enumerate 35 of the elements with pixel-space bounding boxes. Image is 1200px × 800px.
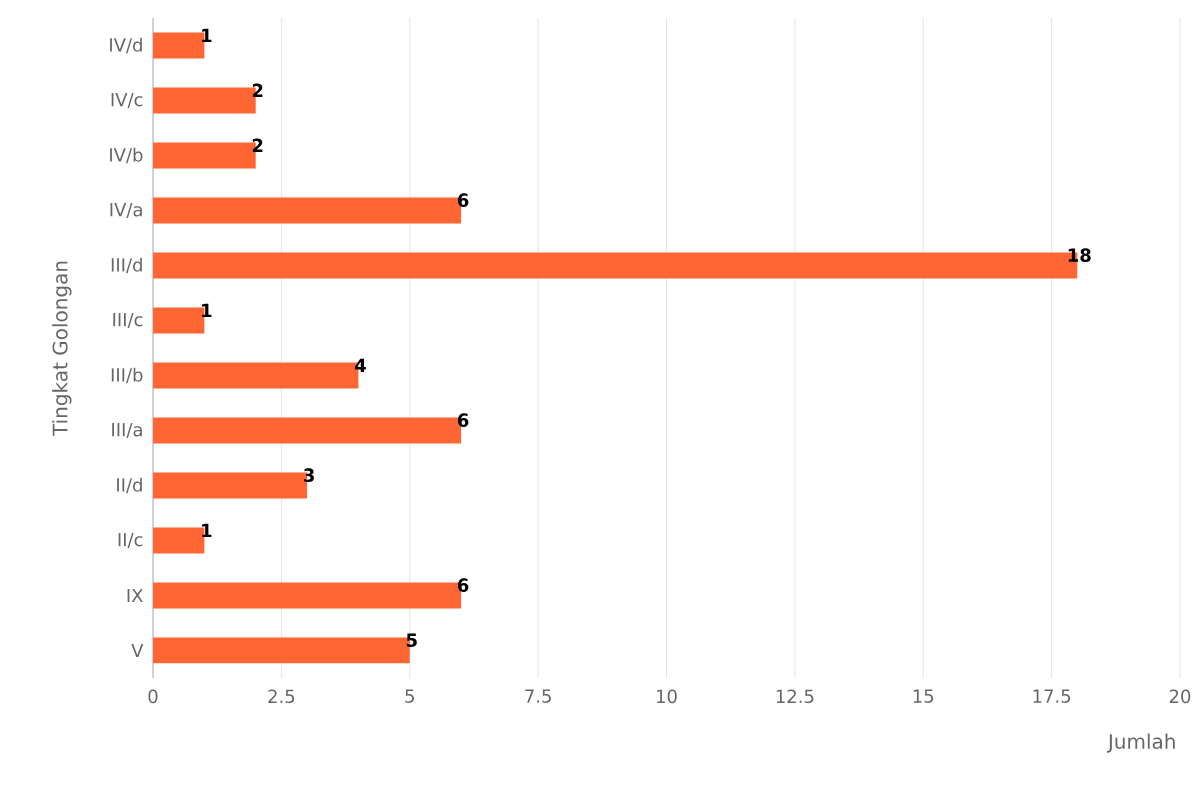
data-label: 1 (202, 303, 212, 317)
x-tick-label: 7.5 (525, 689, 551, 703)
data-label: 2 (252, 83, 263, 97)
y-tick-label: IV/d (110, 37, 142, 54)
y-tick-label: IV/b (110, 147, 143, 164)
y-tick-label: II/d (117, 477, 142, 494)
y-tick-label: V (131, 643, 144, 658)
x-tick-label: 12.5 (776, 689, 814, 704)
x-axis-title: Jumlah (1106, 733, 1175, 753)
y-tick-label: IX (127, 588, 143, 603)
x-tick-label: 0 (148, 689, 158, 704)
data-label: 2 (252, 138, 263, 152)
data-label: 6 (457, 578, 469, 592)
y-tick-label: III/c (113, 313, 143, 328)
y-tick-label: III/d (111, 257, 142, 274)
y-axis-title: Tingkat Golongan (52, 261, 72, 437)
data-label: 6 (457, 193, 469, 207)
x-tick-label: 17.5 (1033, 689, 1071, 703)
data-label: 1 (202, 523, 212, 537)
x-tick-label: 5 (405, 689, 414, 703)
x-tick-label: 10 (657, 689, 677, 704)
x-tick-label: 15 (913, 689, 934, 703)
x-tick-label: 20 (1169, 689, 1191, 704)
y-tick-label: IV/c (111, 93, 143, 108)
y-tick-label: II/c (118, 533, 143, 548)
data-label: 3 (304, 468, 314, 482)
y-tick-label: IV/a (110, 203, 142, 218)
data-label: 6 (457, 413, 469, 427)
y-tick-label: III/b (111, 367, 143, 384)
data-label: 5 (406, 633, 417, 647)
data-label: 4 (354, 358, 366, 372)
y-tick-label: III/a (112, 423, 142, 438)
data-label: 18 (1068, 248, 1091, 262)
data-label: 1 (202, 28, 212, 42)
x-tick-label: 2.5 (268, 689, 295, 704)
